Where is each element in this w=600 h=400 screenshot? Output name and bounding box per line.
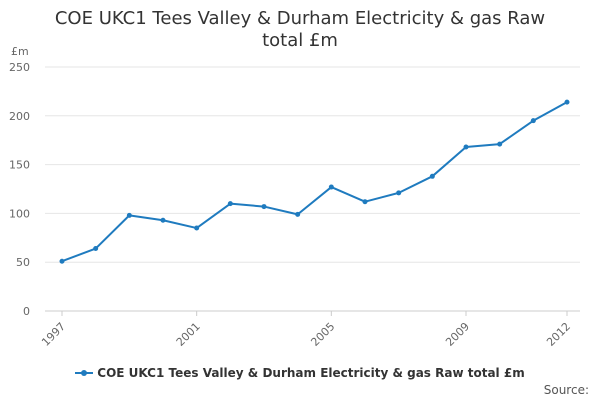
legend-label: COE UKC1 Tees Valley & Durham Electricit… — [97, 366, 525, 380]
x-tick-label: 2005 — [308, 320, 337, 349]
x-tick-label: 2012 — [544, 320, 573, 349]
chart-title-line-2: total £m — [262, 30, 338, 51]
data-point[interactable] — [497, 141, 503, 147]
y-tick-label: 50 — [16, 256, 30, 269]
source-label: Source: — [543, 383, 589, 397]
series-line[interactable] — [61, 101, 568, 263]
data-point[interactable] — [463, 144, 469, 150]
y-tick-label: 100 — [9, 207, 30, 220]
gridlines — [45, 66, 580, 312]
legend-item[interactable]: COE UKC1 Tees Valley & Durham Electricit… — [75, 366, 525, 380]
legend-line-marker-icon — [75, 368, 94, 378]
data-point[interactable] — [362, 199, 368, 205]
x-tick-label: 2009 — [443, 320, 472, 349]
y-tick-label: 250 — [9, 61, 30, 74]
data-point[interactable] — [530, 118, 536, 124]
y-axis-unit-label: £m — [11, 45, 29, 58]
data-point[interactable] — [261, 204, 267, 210]
data-point[interactable] — [160, 217, 166, 223]
x-tick-label: 2001 — [174, 320, 203, 349]
chart-title: COE UKC1 Tees Valley & Durham Electricit… — [40, 8, 560, 52]
series-line-group — [59, 99, 570, 264]
data-point[interactable] — [93, 246, 99, 252]
data-point[interactable] — [295, 211, 301, 217]
data-point[interactable] — [126, 212, 132, 218]
data-point[interactable] — [227, 201, 233, 207]
y-tick-label: 200 — [9, 110, 30, 123]
y-tick-labels: 0 50 100 150 200 250 — [9, 61, 30, 318]
y-tick-label: 0 — [23, 305, 30, 318]
x-tick-label: 1997 — [39, 320, 68, 349]
data-point[interactable] — [396, 190, 402, 196]
data-point[interactable] — [429, 173, 435, 179]
legend: COE UKC1 Tees Valley & Durham Electricit… — [0, 366, 600, 381]
x-tick-labels: 1997 2001 2005 2009 2012 — [39, 311, 573, 349]
data-point[interactable] — [59, 258, 65, 264]
data-point[interactable] — [194, 225, 200, 231]
data-point[interactable] — [564, 99, 570, 105]
chart-title-line-1: COE UKC1 Tees Valley & Durham Electricit… — [54, 8, 546, 29]
data-point[interactable] — [328, 184, 334, 190]
y-tick-label: 150 — [9, 159, 30, 172]
